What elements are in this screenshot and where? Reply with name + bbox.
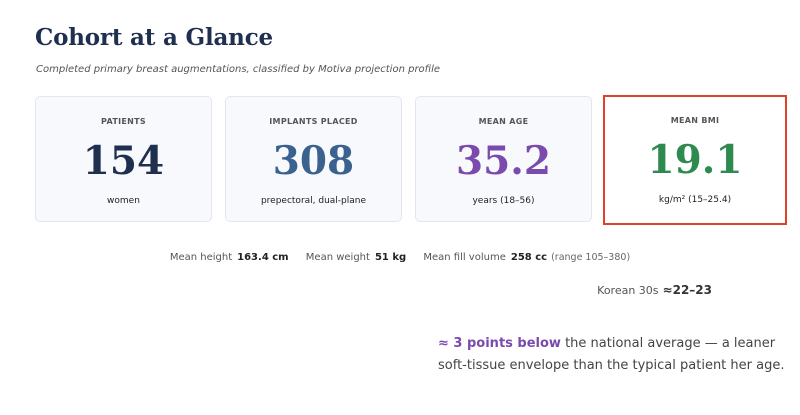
card-implants: IMPLANTS PLACED 308 prepectoral, dual-pl… bbox=[225, 96, 402, 222]
insight-highlight: ≈ 3 points below bbox=[438, 336, 561, 351]
insight-body: the national average — a leaner soft-tis… bbox=[438, 336, 785, 373]
card-patients: PATIENTS 154 women bbox=[35, 96, 212, 222]
insight-text: ≈ 3 points below the national average — … bbox=[438, 333, 800, 377]
card-label: MEAN AGE bbox=[478, 117, 529, 126]
summary-stats: Mean height 163.4 cm Mean weight 51 kg Mea… bbox=[0, 252, 800, 263]
comparison-annotation: Korean 30s ≈22–23 bbox=[597, 283, 712, 297]
card-note: years (18–56) bbox=[472, 196, 535, 206]
stat-fill-volume: Mean fill volume 258 cc (range 105–380) bbox=[423, 252, 631, 263]
card-note: prepectoral, dual-plane bbox=[260, 196, 367, 206]
card-label: MEAN BMI bbox=[670, 116, 720, 125]
stat-weight: Mean weight 51 kg bbox=[305, 252, 407, 263]
comparison-value: ≈22–23 bbox=[662, 283, 712, 297]
stat-height: Mean height 163.4 cm bbox=[169, 252, 289, 263]
page-subtitle: Completed primary breast augmentations, … bbox=[36, 64, 441, 75]
card-note: kg/m² (15–25.4) bbox=[658, 195, 732, 205]
card-mean-age: MEAN AGE 35.2 years (18–56) bbox=[415, 96, 592, 222]
stat-cards: PATIENTS 154 women IMPLANTS PLACED 308 p… bbox=[35, 95, 787, 226]
card-value: 154 bbox=[82, 138, 165, 184]
card-mean-bmi: MEAN BMI 19.1 kg/m² (15–25.4) bbox=[603, 95, 787, 225]
card-value: 19.1 bbox=[647, 137, 743, 183]
card-label: IMPLANTS PLACED bbox=[269, 117, 358, 126]
card-value: 308 bbox=[272, 138, 355, 184]
card-note: women bbox=[107, 196, 140, 206]
card-label: PATIENTS bbox=[101, 117, 146, 126]
card-value: 35.2 bbox=[456, 138, 551, 184]
comparison-label: Korean 30s bbox=[597, 284, 659, 297]
page-title: Cohort at a Glance bbox=[35, 24, 273, 51]
